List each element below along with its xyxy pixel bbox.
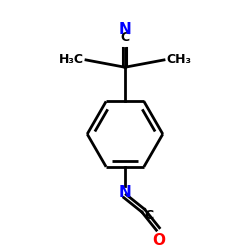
- Text: N: N: [119, 22, 132, 37]
- Text: C: C: [144, 210, 154, 222]
- Text: C: C: [120, 31, 130, 44]
- Text: N: N: [119, 185, 132, 200]
- Text: CH₃: CH₃: [166, 54, 192, 66]
- Text: H₃C: H₃C: [58, 54, 84, 66]
- Text: O: O: [153, 233, 166, 248]
